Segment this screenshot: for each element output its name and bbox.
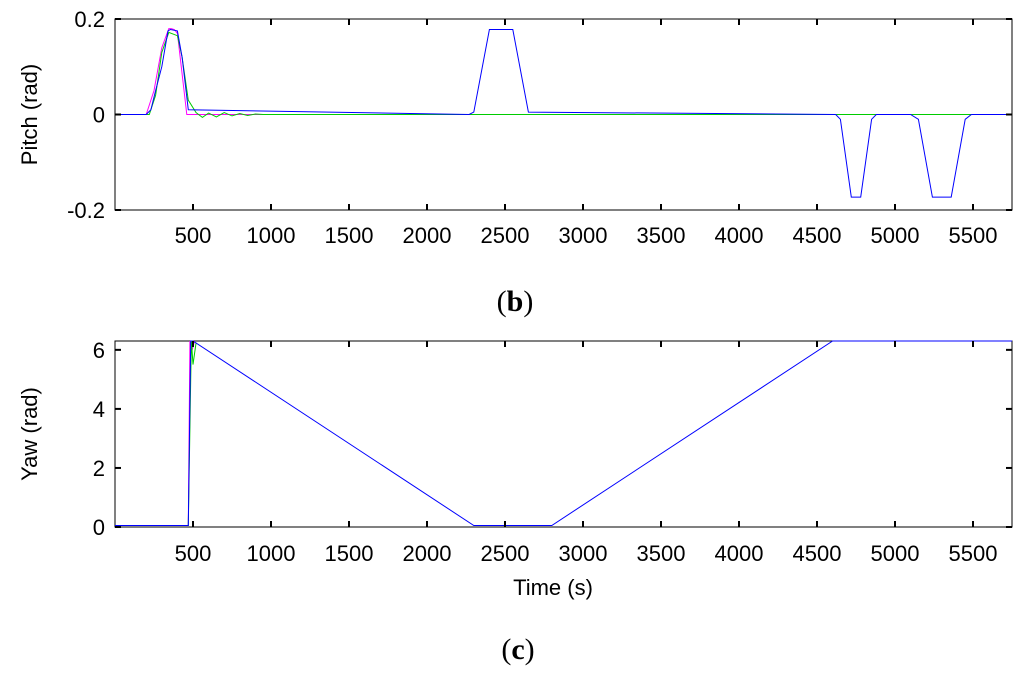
yaw-plot-frame — [114, 340, 1013, 528]
pitch-x-tick-label: 500 — [175, 223, 212, 248]
pitch-series-line-1 — [115, 28, 1012, 115]
pitch-x-tick-label: 4000 — [715, 223, 764, 248]
yaw-x-tick-label: 1500 — [325, 541, 374, 566]
pitch-plot: 500 1000 1500 2000 2500 3000 3500 4000 4500 5000 5… — [17, 7, 1013, 248]
pitch-y-tick-label: 0 — [93, 103, 105, 128]
yaw-x-tick-label: 500 — [175, 541, 212, 566]
pitch-x-tick-label: 1500 — [325, 223, 374, 248]
pitch-x-tick-label: 1000 — [247, 223, 296, 248]
yaw-x-tick-label: 2500 — [481, 541, 530, 566]
yaw-y-tick-label: 6 — [93, 338, 105, 363]
pitch-series-line-2 — [115, 31, 1012, 119]
pitch-x-tick-label: 2000 — [403, 223, 452, 248]
yaw-x-tick-label: 2000 — [403, 541, 452, 566]
yaw-series-line-3 — [115, 340, 1012, 526]
yaw-series-layer — [115, 340, 1012, 526]
yaw-series-line-1 — [115, 340, 196, 526]
yaw-y-tick-label: 2 — [93, 456, 105, 481]
pitch-ticks-layer: 500 1000 1500 2000 2500 3000 3500 4000 4500 5000 5… — [67, 7, 1012, 248]
yaw-x-tick-label: 5500 — [949, 541, 998, 566]
pitch-x-tick-label: 3500 — [637, 223, 686, 248]
yaw-x-tick-label: 3500 — [637, 541, 686, 566]
yaw-y-tick-label: 4 — [93, 397, 105, 422]
x-axis-title: Time (s) — [513, 575, 593, 600]
pitch-x-tick-label: 4500 — [793, 223, 842, 248]
pitch-x-tick-label: 2500 — [481, 223, 530, 248]
yaw-x-tick-label: 4500 — [793, 541, 842, 566]
pitch-x-tick-label: 3000 — [559, 223, 608, 248]
pitch-series-line-3 — [115, 28, 1012, 198]
pitch-x-tick-label: 5000 — [871, 223, 920, 248]
yaw-y-axis-title: Yaw (rad) — [17, 387, 42, 481]
pitch-y-tick-label: 0.2 — [74, 7, 105, 32]
yaw-plot: 500 1000 1500 2000 2500 3000 3500 4000 4500 5000 5… — [17, 338, 1013, 600]
pitch-y-axis-title: Pitch (rad) — [17, 64, 42, 165]
pitch-x-tick-label: 5500 — [949, 223, 998, 248]
panel-label-c: (c) — [501, 633, 534, 666]
panel-label-b: (b) — [497, 285, 534, 318]
yaw-x-tick-label: 3000 — [559, 541, 608, 566]
pitch-series-layer — [115, 28, 1012, 198]
yaw-x-tick-label: 5000 — [871, 541, 920, 566]
yaw-x-tick-label: 4000 — [715, 541, 764, 566]
pitch-y-tick-label: -0.2 — [67, 198, 105, 223]
yaw-y-tick-label: 0 — [93, 515, 105, 540]
yaw-ticks-layer: 500 1000 1500 2000 2500 3000 3500 4000 4500 5000 5… — [93, 338, 1012, 566]
yaw-series-line-2 — [115, 340, 197, 526]
yaw-x-tick-label: 1000 — [247, 541, 296, 566]
